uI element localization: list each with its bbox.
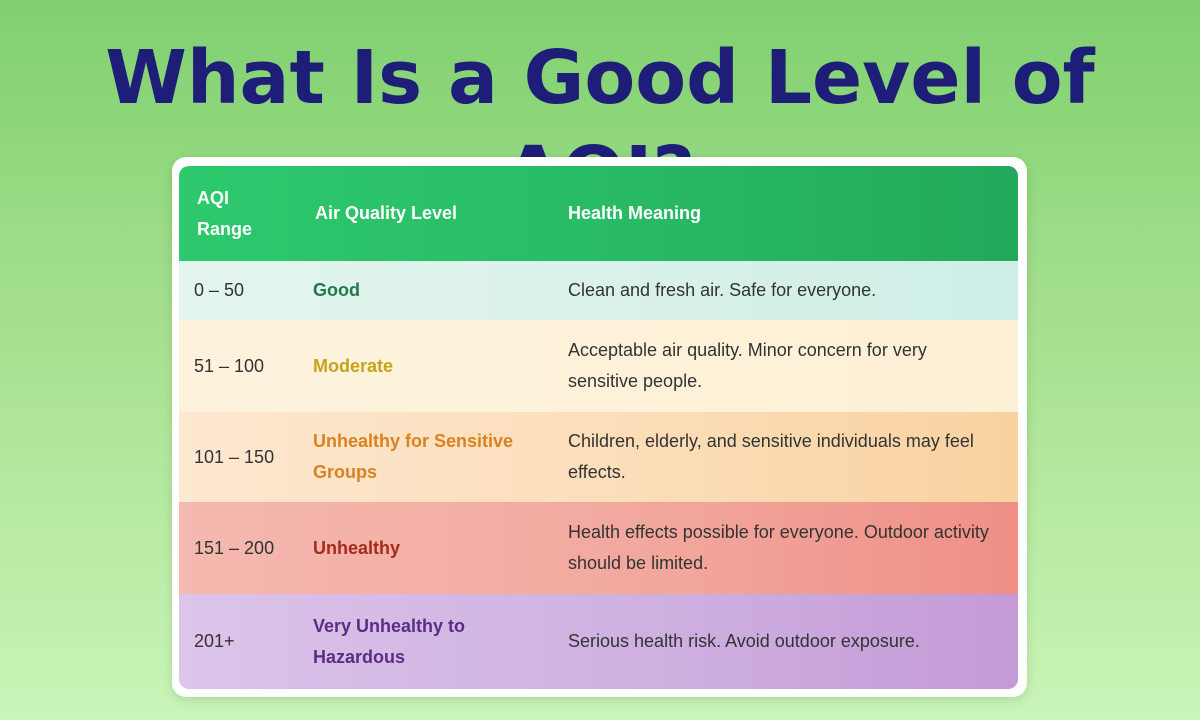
air-quality-level-cell: Very Unhealthy to Hazardous (313, 615, 466, 667)
health-meaning-cell: Serious health risk. Avoid outdoor expos… (568, 631, 920, 651)
header-aqi-range: AQI Range (197, 187, 253, 239)
aqi-range-cell: 201+ (194, 631, 235, 651)
table-row-good: 0 – 50 Good Clean and fresh air. Safe fo… (179, 261, 1018, 320)
health-meaning-cell: Clean and fresh air. Safe for everyone. (568, 280, 877, 300)
table-header-row: AQI Range Air Quality Level Health Meani… (179, 166, 1018, 261)
health-meaning-cell: Children, elderly, and sensitive individ… (568, 431, 974, 482)
header-air-quality-level: Air Quality Level (315, 203, 458, 223)
health-meaning-cell: Health effects possible for everyone. Ou… (568, 522, 989, 573)
aqi-range-cell: 101 – 150 (194, 446, 275, 467)
aqi-range-cell: 151 – 200 (194, 537, 275, 558)
table-row-very-unhealthy: 201+ Very Unhealthy to Hazardous Serious… (179, 594, 1018, 689)
air-quality-level-cell: Unhealthy for Sensitive Groups (313, 431, 514, 482)
aqi-range-cell: 0 – 50 (194, 280, 245, 300)
aqi-table: AQI Range Air Quality Level Health Meani… (179, 166, 1018, 689)
air-quality-level-cell: Moderate (313, 355, 394, 376)
aqi-table-card: AQI Range Air Quality Level Health Meani… (172, 157, 1027, 697)
table-row-unhealthy: 151 – 200 Unhealthy Health effects possi… (179, 502, 1018, 594)
header-health-meaning: Health Meaning (568, 203, 702, 223)
table-row-unhealthy-sensitive: 101 – 150 Unhealthy for Sensitive Groups… (179, 412, 1018, 502)
health-meaning-cell: Acceptable air quality. Minor concern fo… (568, 340, 927, 391)
air-quality-level-cell: Unhealthy (313, 537, 401, 558)
air-quality-level-cell: Good (313, 280, 360, 300)
table-row-moderate: 51 – 100 Moderate Acceptable air quality… (179, 320, 1018, 412)
aqi-range-cell: 51 – 100 (194, 355, 265, 376)
